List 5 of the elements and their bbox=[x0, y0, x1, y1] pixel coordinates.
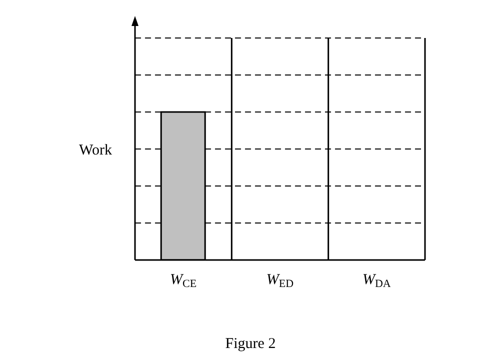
x-tick-label: W$_{ED}$ bbox=[266, 272, 294, 290]
y-axis-title: Work bbox=[79, 142, 112, 158]
caption: Figure 2 bbox=[224, 336, 277, 353]
x-tick-label: W$_{CE}$ bbox=[170, 272, 197, 290]
x-tick-label: W$_{DA}$ bbox=[362, 272, 391, 290]
